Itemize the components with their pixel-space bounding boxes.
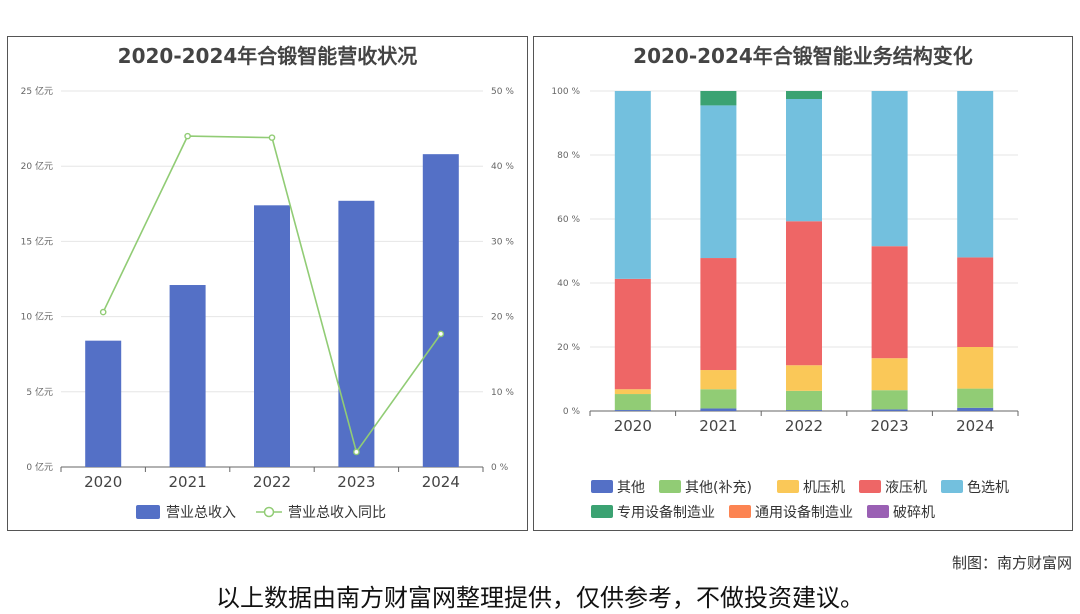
y-left-tick-label: 0 亿元 [26,461,53,473]
stacked-bar-segment [700,389,737,409]
stacked-bar-segment [700,258,737,371]
stacked-bar-segment [871,91,908,247]
x-tick-label: 2021 [699,417,737,435]
stacked-bar-segment [786,91,822,99]
legend-label: 机压机 [803,480,845,496]
revenue-chart-title: 2020-2024年合锻智能营收状况 [117,44,418,68]
stacked-bar-segment [786,221,822,366]
legend-label: 其他 [617,480,645,496]
legend-swatch-yoy-marker [263,506,275,518]
stacked-bar-segment [700,91,737,106]
legend-label: 专用设备制造业 [617,504,715,521]
revenue-chart-panel: 2020-2024年合锻智能营收状况 0 亿元 5 亿元 10 亿元 15 亿元 20 … [7,36,528,531]
stacked-bar-segment [871,409,908,411]
legend-swatch [591,505,613,518]
x-tick-label: 2020 [614,417,652,435]
yoy-point [437,330,445,338]
stacked-bar-segment [614,278,651,390]
legend-swatch [777,480,799,493]
legend-swatch-revenue [136,505,160,519]
legend-label: 色选机 [967,479,1009,496]
legend-label: 液压机 [885,480,927,496]
x-tick-label: 2022 [785,417,823,435]
legend-label: 其他(补充) [685,480,752,496]
legend-label-revenue: 营业总收入 [166,505,236,521]
yoy-point [353,448,360,456]
stacked-bar-segment [700,105,737,259]
yoy-point [184,132,191,140]
stacked-bar-segment [786,99,822,222]
legend-label: 通用设备制造业 [755,504,853,521]
x-tick-label: 2023 [871,417,909,435]
legend-label-yoy: 营业总收入同比 [288,505,386,521]
revenue-bar [338,200,375,468]
stacked-bar-segment [957,91,994,258]
legend-swatch [729,505,751,518]
y-right-tick-label: 50 % [491,87,514,97]
y-tick-label: 0 % [563,407,581,417]
structure-chart-title: 2020-2024年合锻智能业务结构变化 [633,44,973,68]
y-left-tick-label: 20 亿元 [21,160,53,172]
y-tick-label: 60 % [557,215,580,225]
y-tick-label: 100 % [551,87,580,97]
stacked-bar-segment [786,365,822,391]
y-left-tick-label: 10 亿元 [21,311,53,323]
revenue-chart-svg: 0 亿元 5 亿元 10 亿元 15 亿元 20 亿元 25 亿元 0 % 10 % 20 % 3… [21,85,515,521]
yoy-point [268,134,276,141]
stacked-bar-segment [614,389,651,395]
stacked-bar-segment [957,257,994,347]
revenue-bar [169,285,206,467]
stacked-bar-segment [871,358,908,391]
stacked-bar-segment [957,347,994,389]
structure-chart-panel: 2020-2024年合锻智能业务结构变化 0 % 20 % 40 % 60 % 80 %… [533,36,1073,531]
stacked-bar-segment [614,91,651,279]
x-tick-label: 2022 [253,473,291,491]
y-right-tick-label: 20 % [491,313,514,323]
stacked-bar-segment [614,410,651,411]
y-left-tick-label: 25 亿元 [21,85,53,97]
revenue-bar [254,205,290,467]
y-tick-label: 40 % [557,279,580,289]
stacked-bar-segment [871,246,908,359]
y-left-tick-label: 15 亿元 [21,235,53,247]
revenue-bar [85,340,122,467]
x-tick-label: 2021 [169,473,207,491]
stacked-bar-segment [614,394,651,411]
stacked-bar-segment [957,407,994,411]
revenue-bar [422,154,459,467]
legend-swatch [659,480,681,493]
y-tick-label: 80 % [557,151,580,161]
y-right-tick-label: 0 % [491,463,509,473]
legend-swatch [591,480,613,493]
disclaimer-text: 以上数据由南方财富网整理提供，仅供参考，不做投资建议。 [216,584,864,612]
stacked-bar-segment [957,388,994,408]
stacked-bar-segment [871,390,908,410]
legend-label: 破碎机 [893,505,935,521]
stacked-bar-segment [786,410,822,411]
stacked-bar-segment [700,408,737,411]
stacked-bar-segment [700,370,737,390]
y-tick-label: 20 % [557,343,580,353]
legend-swatch [859,480,881,493]
legend-swatch [941,480,963,493]
y-right-tick-label: 10 % [491,388,514,398]
y-right-tick-label: 30 % [491,237,514,247]
y-right-tick-label: 40 % [491,162,514,172]
x-tick-label: 2023 [337,473,375,491]
structure-chart-svg: 0 % 20 % 40 % 60 % 80 % 100 % 2020 2021 2022 2023… [551,87,1019,521]
yoy-point [99,308,107,316]
stacked-bar-segment [786,390,822,411]
x-tick-label: 2024 [956,417,994,435]
x-tick-label: 2024 [422,473,460,491]
chart-credit: 制图：南方财富网 [951,554,1072,572]
legend-swatch [867,505,889,518]
y-left-tick-label: 5 亿元 [26,386,53,398]
x-tick-label: 2020 [84,473,122,491]
